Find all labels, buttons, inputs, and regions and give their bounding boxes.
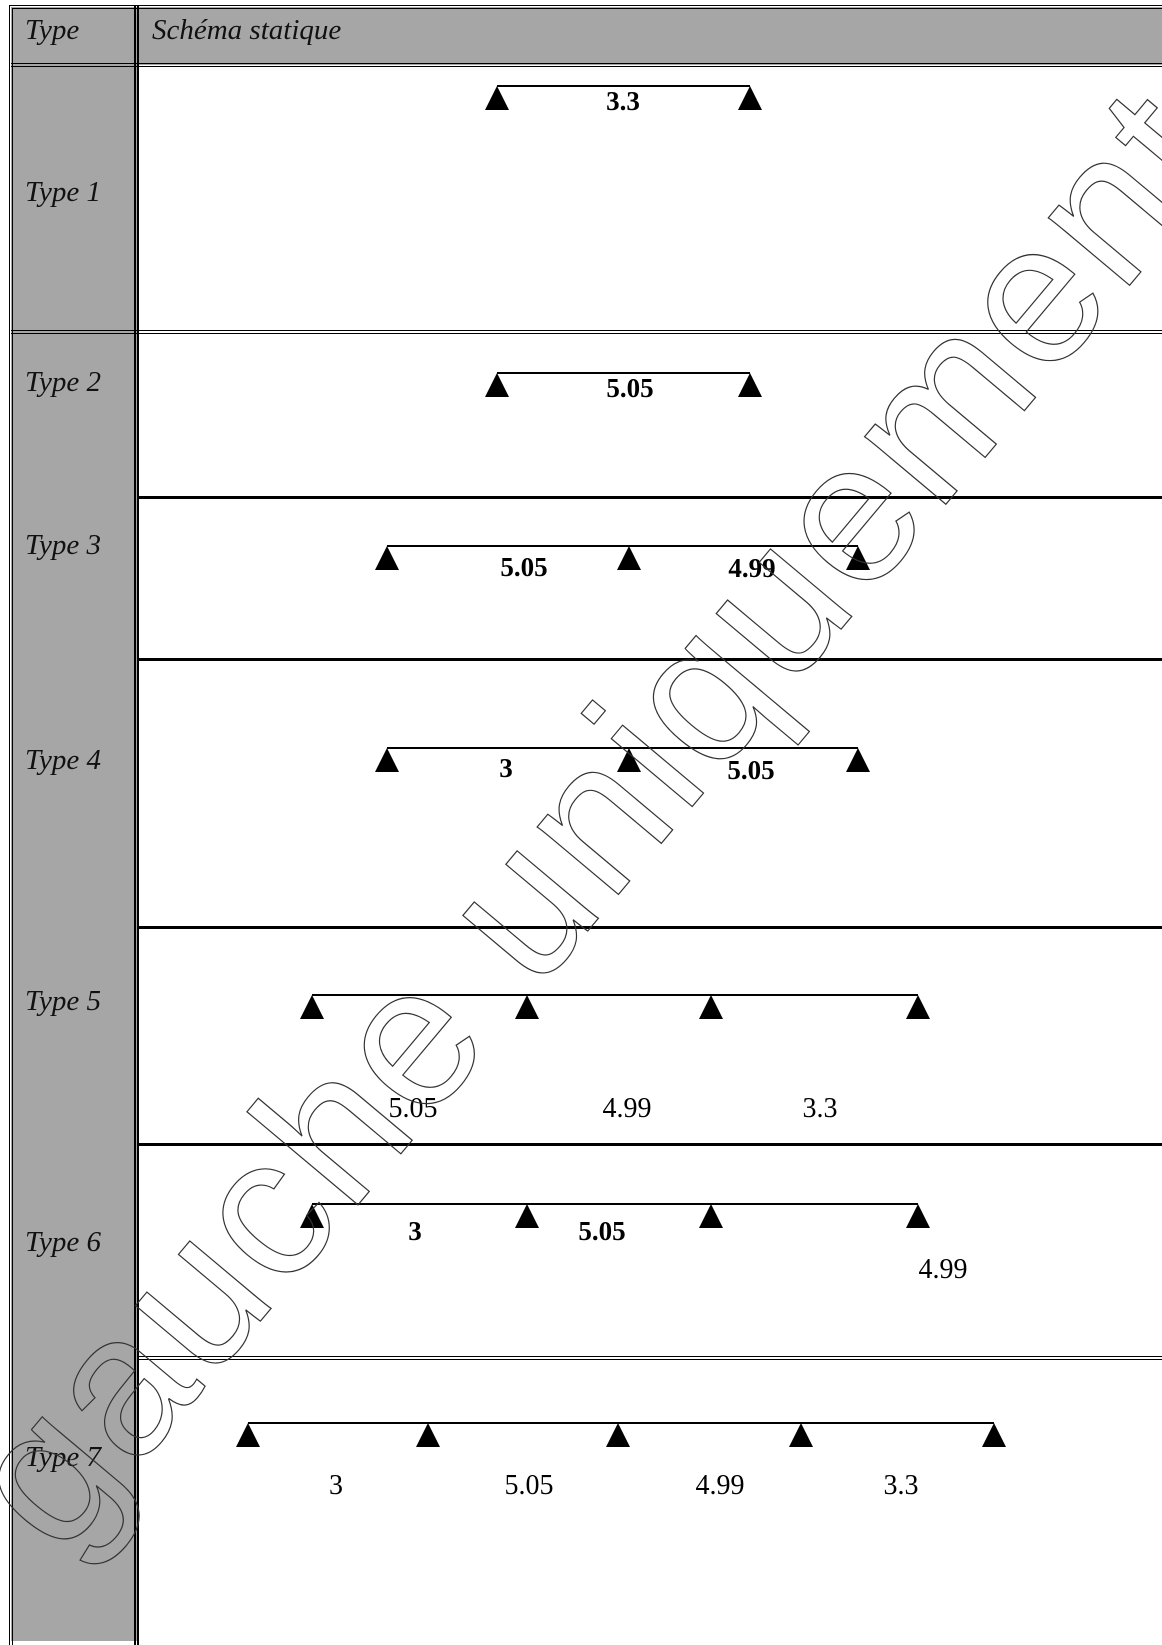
support-triangle (236, 1423, 260, 1447)
span-length-label: 4.99 (919, 1254, 968, 1285)
support-triangle (300, 1204, 324, 1228)
row-separator-3 (137, 658, 1162, 661)
span-length-label: 5.05 (606, 373, 653, 403)
span-length-label: 4.99 (696, 1470, 745, 1501)
span-length-label: 3.3 (803, 1093, 838, 1124)
span-length-label: 3.3 (884, 1470, 919, 1501)
type-label-1: Type 1 (25, 176, 101, 208)
support-triangle (846, 546, 870, 570)
span-length-label: 5.05 (727, 755, 774, 785)
diagram-type-3: 5.05 4.99 (375, 545, 870, 583)
support-triangle (846, 748, 870, 772)
diagram-type-7: 3 5.05 4.99 3.3 (236, 1422, 1006, 1501)
table-outer-border (9, 5, 1162, 1645)
column-separator (134, 5, 139, 1645)
row-separator-4 (137, 926, 1162, 929)
support-triangle (789, 1423, 813, 1447)
support-triangle (485, 86, 509, 110)
row-separator-5 (137, 1143, 1162, 1146)
diagram-type-1: 3.3 (485, 85, 762, 116)
support-triangle (485, 373, 509, 397)
table-header-background (11, 7, 1162, 65)
span-length-label: 3 (329, 1470, 343, 1501)
row-separator-2 (137, 496, 1162, 499)
span-length-label: 5.05 (500, 552, 547, 582)
support-triangle (906, 1204, 930, 1228)
support-triangle (375, 546, 399, 570)
span-length-label: 3 (499, 753, 513, 783)
span-length-label: 3 (408, 1216, 422, 1246)
diagram-type-2: 5.05 (485, 372, 762, 403)
support-triangle (416, 1423, 440, 1447)
span-length-label: 3.3 (606, 86, 640, 116)
support-triangle (738, 373, 762, 397)
row-separator-6 (137, 1356, 1162, 1360)
type-label-3: Type 3 (25, 529, 101, 561)
header-separator (11, 63, 1162, 67)
support-triangle (300, 995, 324, 1019)
support-triangle (699, 1204, 723, 1228)
diagram-type-5: 5.05 4.99 3.3 (300, 994, 930, 1124)
support-triangle (617, 748, 641, 772)
support-triangle (699, 995, 723, 1019)
support-triangle (738, 86, 762, 110)
support-triangle (515, 995, 539, 1019)
type-label-6: Type 6 (25, 1226, 101, 1258)
support-triangle (982, 1423, 1006, 1447)
support-triangle (515, 1204, 539, 1228)
support-triangle (375, 748, 399, 772)
diagram-type-6: 3 5.05 4.99 (300, 1203, 968, 1285)
header-type: Type (25, 14, 80, 46)
diagram-type-4: 3 5.05 (375, 747, 870, 785)
support-triangle (906, 995, 930, 1019)
span-length-label: 5.05 (389, 1093, 438, 1124)
span-length-label: 4.99 (603, 1093, 652, 1124)
type-label-2: Type 2 (25, 366, 101, 398)
type-label-7: Type 7 (25, 1441, 101, 1473)
type-label-5: Type 5 (25, 985, 101, 1017)
span-length-label: 4.99 (728, 553, 775, 583)
type-column-background (11, 65, 137, 1641)
type-label-4: Type 4 (25, 744, 101, 776)
span-length-label: 5.05 (505, 1470, 554, 1501)
row-separator-1 (11, 330, 1162, 334)
header-schema: Schéma statique (152, 14, 342, 46)
support-triangle (606, 1423, 630, 1447)
span-length-label: 5.05 (578, 1216, 625, 1246)
support-triangle (617, 546, 641, 570)
